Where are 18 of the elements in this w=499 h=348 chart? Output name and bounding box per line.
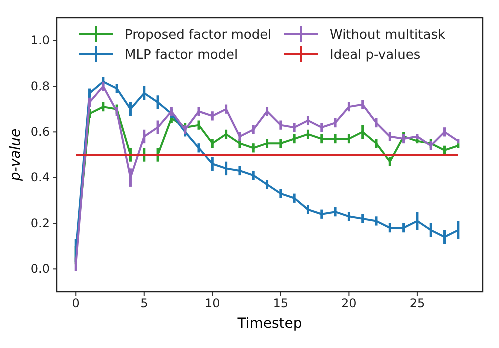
y-tick-label: 0.2: [30, 216, 50, 230]
y-axis-title: p-value: [8, 128, 24, 182]
x-tick-label: 10: [205, 296, 220, 311]
legend-label: Ideal p-values: [330, 48, 421, 63]
x-axis-title: Timestep: [236, 316, 302, 332]
y-tick-label: 1.0: [30, 34, 50, 48]
x-tick-label: 15: [273, 296, 289, 311]
y-tick-label: 0.6: [30, 125, 50, 140]
legend-label: Proposed factor model: [125, 28, 272, 43]
x-tick-label: 0: [72, 296, 80, 311]
x-tick-label: 25: [410, 296, 426, 311]
y-tick-label: 0.8: [30, 79, 50, 94]
legend-label: MLP factor model: [125, 48, 238, 63]
x-tick-label: 5: [140, 296, 148, 311]
y-tick-label: 0.0: [30, 262, 50, 276]
legend-label: Without multitask: [330, 28, 446, 43]
x-tick-label: 20: [342, 296, 357, 311]
y-tick-label: 0.4: [30, 170, 50, 185]
